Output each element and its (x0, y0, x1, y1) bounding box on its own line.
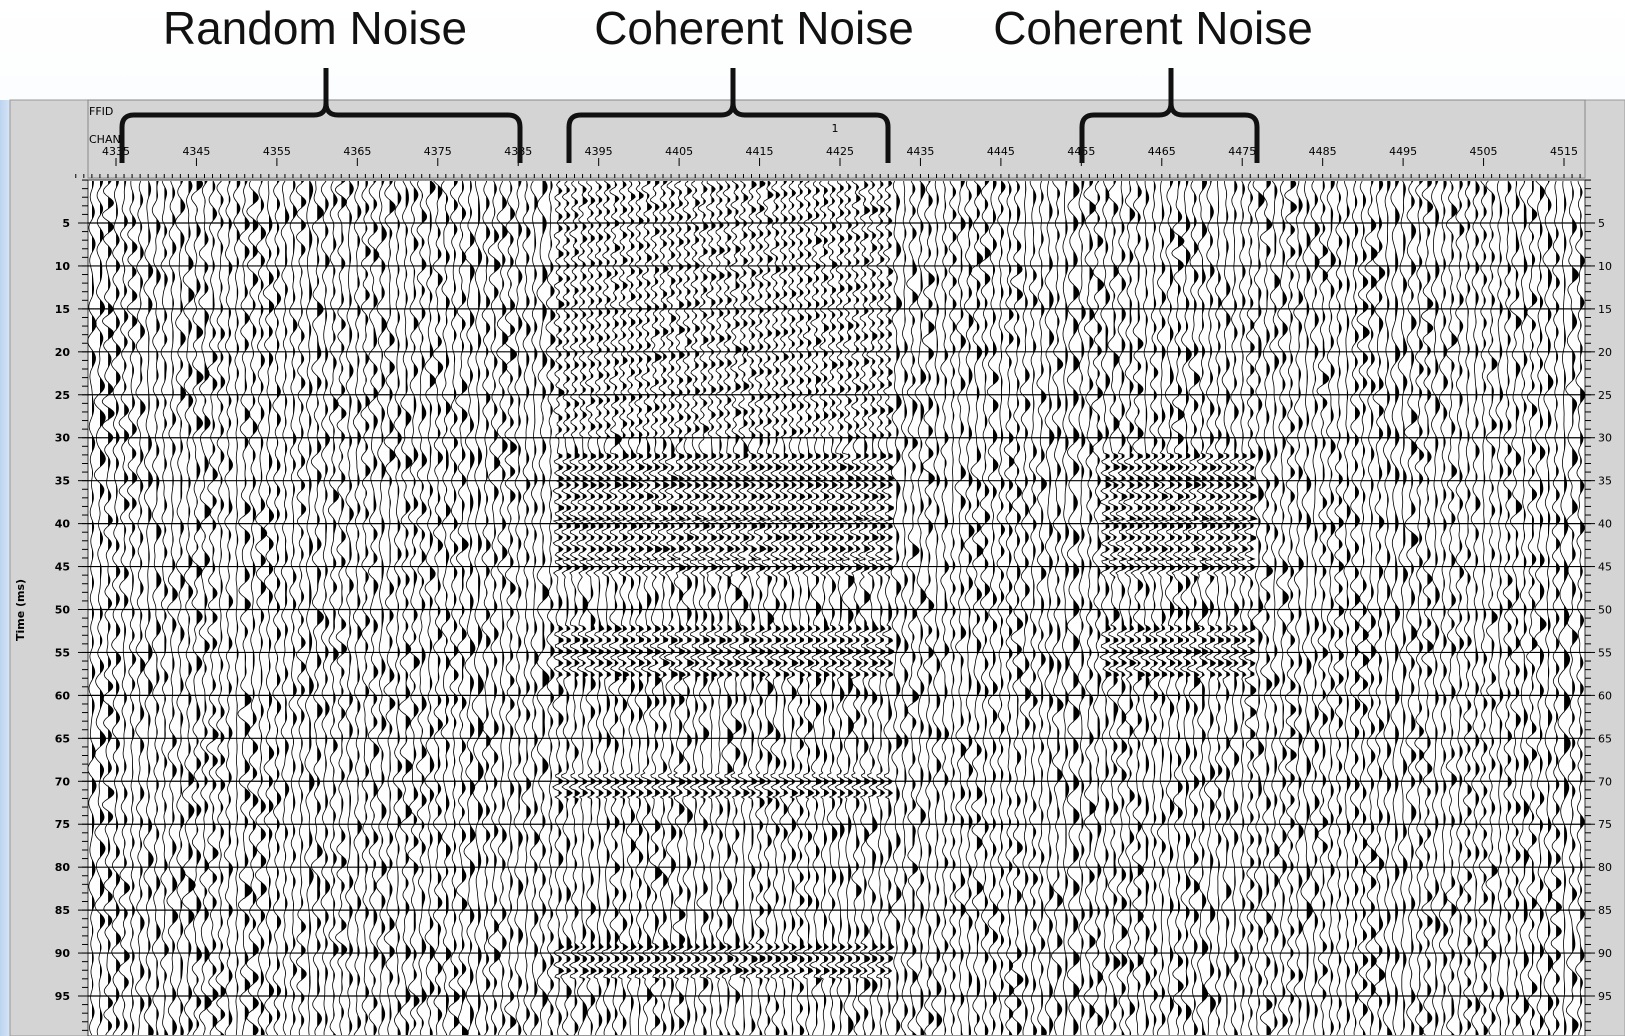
y-tick-label: 10 (55, 260, 71, 273)
y-tick-label: 40 (55, 518, 71, 531)
y-tick-label: 45 (55, 561, 70, 574)
y-tick-label: 60 (1598, 689, 1612, 702)
y-tick-label: 20 (55, 346, 71, 359)
y-tick-label: 75 (1598, 818, 1612, 831)
header-box (88, 100, 1585, 178)
x-tick-label: 4495 (1389, 145, 1417, 158)
seismic-view: FFID CHAN 1 Time (ms) 433543454355436543… (0, 0, 1625, 1036)
y-tick-label: 50 (55, 604, 71, 617)
y-tick-label: 95 (1598, 990, 1612, 1003)
annotation: Coherent Noise (993, 2, 1313, 54)
y-axis-label: Time (ms) (14, 579, 27, 641)
x-tick-label: 4415 (746, 145, 774, 158)
y-tick-label: 35 (55, 475, 70, 488)
x-tick-label: 4345 (182, 145, 210, 158)
x-tick-label: 4505 (1470, 145, 1498, 158)
x-tick-label: 4425 (826, 145, 854, 158)
y-tick-label: 15 (1598, 303, 1612, 316)
y-tick-label: 45 (1598, 561, 1612, 574)
y-tick-label: 30 (1598, 432, 1612, 445)
y-tick-label: 80 (1598, 861, 1612, 874)
x-tick-label: 4445 (987, 145, 1015, 158)
y-tick-label: 25 (1598, 389, 1612, 402)
x-tick-label: 4335 (102, 145, 130, 158)
x-tick-label: 4365 (343, 145, 371, 158)
y-tick-label: 50 (1598, 604, 1612, 617)
y-tick-label: 25 (55, 389, 70, 402)
y-tick-label: 90 (1598, 947, 1612, 960)
y-tick-label: 55 (1598, 646, 1612, 659)
y-tick-label: 70 (55, 775, 71, 788)
x-tick-label: 4485 (1309, 145, 1337, 158)
ffid-value: 1 (832, 122, 839, 135)
x-tick-label: 4375 (424, 145, 452, 158)
x-tick-label: 4405 (665, 145, 693, 158)
y-tick-label: 10 (1598, 260, 1612, 273)
y-tick-label: 40 (1598, 518, 1612, 531)
y-tick-label: 5 (62, 217, 70, 230)
x-tick-label: 4395 (585, 145, 613, 158)
y-tick-label: 55 (55, 646, 70, 659)
x-tick-label: 4515 (1550, 145, 1578, 158)
x-tick-label: 4475 (1228, 145, 1256, 158)
x-tick-label: 4435 (906, 145, 934, 158)
ffid-label: FFID (89, 105, 113, 118)
y-tick-label: 75 (55, 818, 70, 831)
y-tick-label: 15 (55, 303, 70, 316)
y-tick-label: 95 (55, 990, 70, 1003)
annotation: Random Noise (163, 2, 467, 54)
y-tick-label: 70 (1598, 775, 1612, 788)
y-tick-label: 80 (55, 861, 71, 874)
annotation: Coherent Noise (594, 2, 914, 54)
y-tick-label: 5 (1598, 217, 1605, 230)
y-tick-label: 35 (1598, 475, 1612, 488)
x-tick-label: 4465 (1148, 145, 1176, 158)
page: FFID CHAN 1 Time (ms) 433543454355436543… (0, 0, 1625, 1036)
x-tick-label: 4355 (263, 145, 291, 158)
y-tick-label: 60 (55, 689, 71, 702)
y-tick-label: 65 (1598, 732, 1612, 745)
y-tick-label: 90 (55, 947, 71, 960)
y-tick-label: 30 (55, 432, 71, 445)
y-tick-label: 20 (1598, 346, 1612, 359)
y-tick-label: 65 (55, 732, 70, 745)
y-tick-label: 85 (1598, 904, 1612, 917)
y-tick-label: 85 (55, 904, 70, 917)
